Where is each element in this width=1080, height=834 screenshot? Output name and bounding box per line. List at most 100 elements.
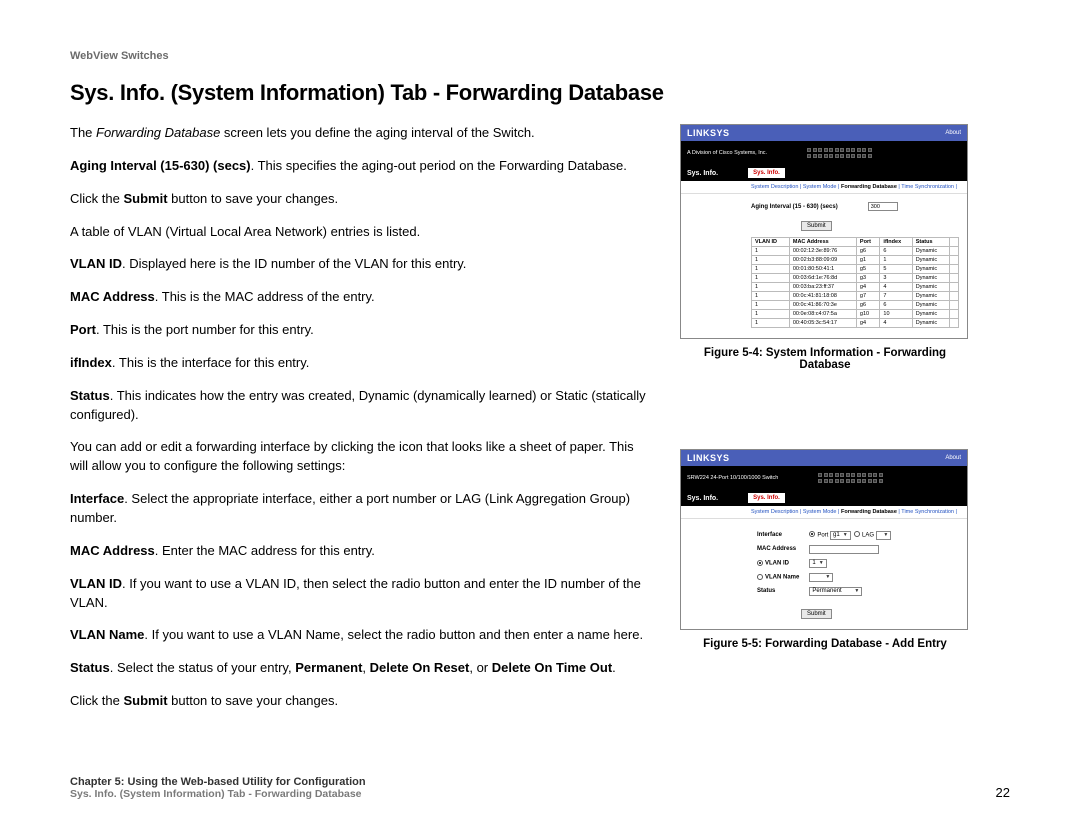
table-header: VLAN ID: [752, 238, 790, 247]
footer-chapter: Chapter 5: Using the Web-based Utility f…: [70, 776, 366, 788]
figure-caption: Figure 5-4: System Information - Forward…: [680, 347, 970, 371]
text: . This is the MAC address of the entry.: [155, 289, 375, 304]
shot-section-bar: Sys. Info. Sys. Info.: [681, 165, 967, 181]
table-row: 100:02:12:3e:89:76g66Dynamic: [752, 247, 959, 256]
page-footer: Chapter 5: Using the Web-based Utility f…: [70, 776, 1010, 800]
text: . Select the status of your entry,: [110, 660, 295, 675]
paragraph: Click the Submit button to save your cha…: [70, 190, 650, 209]
nav-active: Forwarding Database: [841, 509, 897, 515]
table-header: ifIndex: [880, 238, 912, 247]
term: Permanent: [295, 660, 362, 675]
body-text-column: The Forwarding Database screen lets you …: [70, 124, 650, 725]
shot-device-bar: SRW224 24-Port 10/100/1000 Switch: [681, 466, 967, 490]
table-row: 100:01:80:50:41:1g55Dynamic: [752, 265, 959, 274]
term: Status: [70, 660, 110, 675]
term: Submit: [123, 191, 167, 206]
term: Delete On Reset: [370, 660, 470, 675]
about-link: About: [945, 455, 961, 461]
nav-active: Forwarding Database: [841, 184, 897, 190]
paragraph: MAC Address. Enter the MAC address for t…: [70, 542, 650, 561]
shot-titlebar: LINKSYS About: [681, 450, 967, 466]
paragraph: VLAN Name. If you want to use a VLAN Nam…: [70, 626, 650, 645]
table-header: Status: [912, 238, 949, 247]
status-select: Permanent ▼: [809, 587, 862, 596]
status-label: Status: [757, 588, 775, 594]
text: , or: [469, 660, 491, 675]
term: VLAN ID: [70, 256, 122, 271]
submit-button: Submit: [801, 609, 832, 619]
lag-radio: [854, 531, 860, 537]
vlanname-radio: [757, 574, 763, 580]
active-tab: Sys. Info.: [748, 168, 785, 178]
shot-body: Aging Interval (15 - 630) (secs) 300 Sub…: [681, 194, 967, 338]
paragraph: Port. This is the port number for this e…: [70, 321, 650, 340]
text: . This specifies the aging-out period on…: [251, 158, 627, 173]
page-number: 22: [996, 785, 1010, 800]
table-row: 100:0c:41:81:18:08g77Dynamic: [752, 292, 959, 301]
term: MAC Address: [70, 289, 155, 304]
paragraph: You can add or edit a forwarding interfa…: [70, 438, 650, 476]
table-row: 100:03:ba:23:ff:37g44Dynamic: [752, 283, 959, 292]
table-row: 100:0c:41:86:70:3eg66Dynamic: [752, 301, 959, 310]
text-emphasis: Forwarding Database: [96, 125, 220, 140]
text: .: [612, 660, 616, 675]
table-row: 100:0e:08:c4:07:5ag1010Dynamic: [752, 310, 959, 319]
figure-5-5: LINKSYS About SRW224 24-Port 10/100/1000…: [680, 449, 970, 650]
submit-button: Submit: [801, 221, 832, 231]
shot-section-bar: Sys. Info. Sys. Info.: [681, 490, 967, 506]
term: VLAN ID: [70, 576, 122, 591]
aging-input: 300: [868, 202, 898, 211]
shot-breadcrumb: System Description | System Mode | Forwa…: [681, 506, 967, 519]
vlanid-select: 1▼: [809, 559, 826, 568]
term: Interface: [70, 491, 124, 506]
lag-label: LAG: [862, 532, 874, 538]
paragraph: Click the Submit button to save your cha…: [70, 692, 650, 711]
paragraph: ifIndex. This is the interface for this …: [70, 354, 650, 373]
aging-label: Aging Interval (15 - 630) (secs): [751, 204, 838, 210]
text: . If you want to use a VLAN Name, select…: [144, 627, 643, 642]
port-select: g1▼: [830, 531, 851, 540]
table-row: 100:40:05:3c:54:17g44Dynamic: [752, 319, 959, 328]
footer-subtitle: Sys. Info. (System Information) Tab - Fo…: [70, 788, 366, 800]
text: . Select the appropriate interface, eith…: [70, 491, 630, 525]
text: . This is the port number for this entry…: [96, 322, 314, 337]
vlan-table: VLAN IDMAC AddressPortifIndexStatus100:0…: [751, 237, 959, 328]
text: . This indicates how the entry was creat…: [70, 388, 646, 422]
lag-select: ▼: [876, 531, 892, 540]
table-header: Port: [856, 238, 880, 247]
text: screen lets you define the aging interva…: [220, 125, 534, 140]
brand-logo: LINKSYS: [687, 128, 730, 138]
text: button to save your changes.: [168, 693, 339, 708]
section-label: Sys. Info.: [687, 170, 718, 177]
screenshot-add-entry: LINKSYS About SRW224 24-Port 10/100/1000…: [680, 449, 968, 630]
port-radio: [809, 531, 815, 537]
mac-label: MAC Address: [757, 546, 796, 552]
port-indicator-icon: [818, 473, 883, 483]
term: Aging Interval (15-630) (secs): [70, 158, 251, 173]
shot-device-bar: A Division of Cisco Systems, Inc.: [681, 141, 967, 165]
shot-body: Interface Port g1▼ LAG ▼ MAC Address: [681, 519, 967, 629]
term: Submit: [123, 693, 167, 708]
brand-subtitle: SRW224 24-Port 10/100/1000 Switch: [687, 475, 778, 481]
text: . This is the interface for this entry.: [112, 355, 310, 370]
term: VLAN Name: [70, 627, 144, 642]
text: Click the: [70, 191, 123, 206]
table-row: 100:03:6d:1e:76:8dg33Dynamic: [752, 274, 959, 283]
vlanname-select: ▼: [809, 573, 833, 582]
paragraph: VLAN ID. If you want to use a VLAN ID, t…: [70, 575, 650, 613]
paragraph: MAC Address. This is the MAC address of …: [70, 288, 650, 307]
port-label: Port: [817, 532, 828, 538]
paragraph: Interface. Select the appropriate interf…: [70, 490, 650, 528]
section-label: Sys. Info.: [687, 495, 718, 502]
table-row: 100:02:b3:88:09:09g11Dynamic: [752, 256, 959, 265]
figure-5-4: LINKSYS About A Division of Cisco System…: [680, 124, 970, 371]
text: . Displayed here is the ID number of the…: [122, 256, 466, 271]
about-link: About: [945, 130, 961, 136]
vlanid-radio: [757, 560, 763, 566]
term: Status: [70, 388, 110, 403]
figure-caption: Figure 5-5: Forwarding Database - Add En…: [680, 638, 970, 650]
port-indicator-icon: [807, 148, 872, 158]
text: button to save your changes.: [168, 191, 339, 206]
page-title: Sys. Info. (System Information) Tab - Fo…: [70, 80, 1010, 106]
interface-label: Interface: [757, 532, 782, 538]
